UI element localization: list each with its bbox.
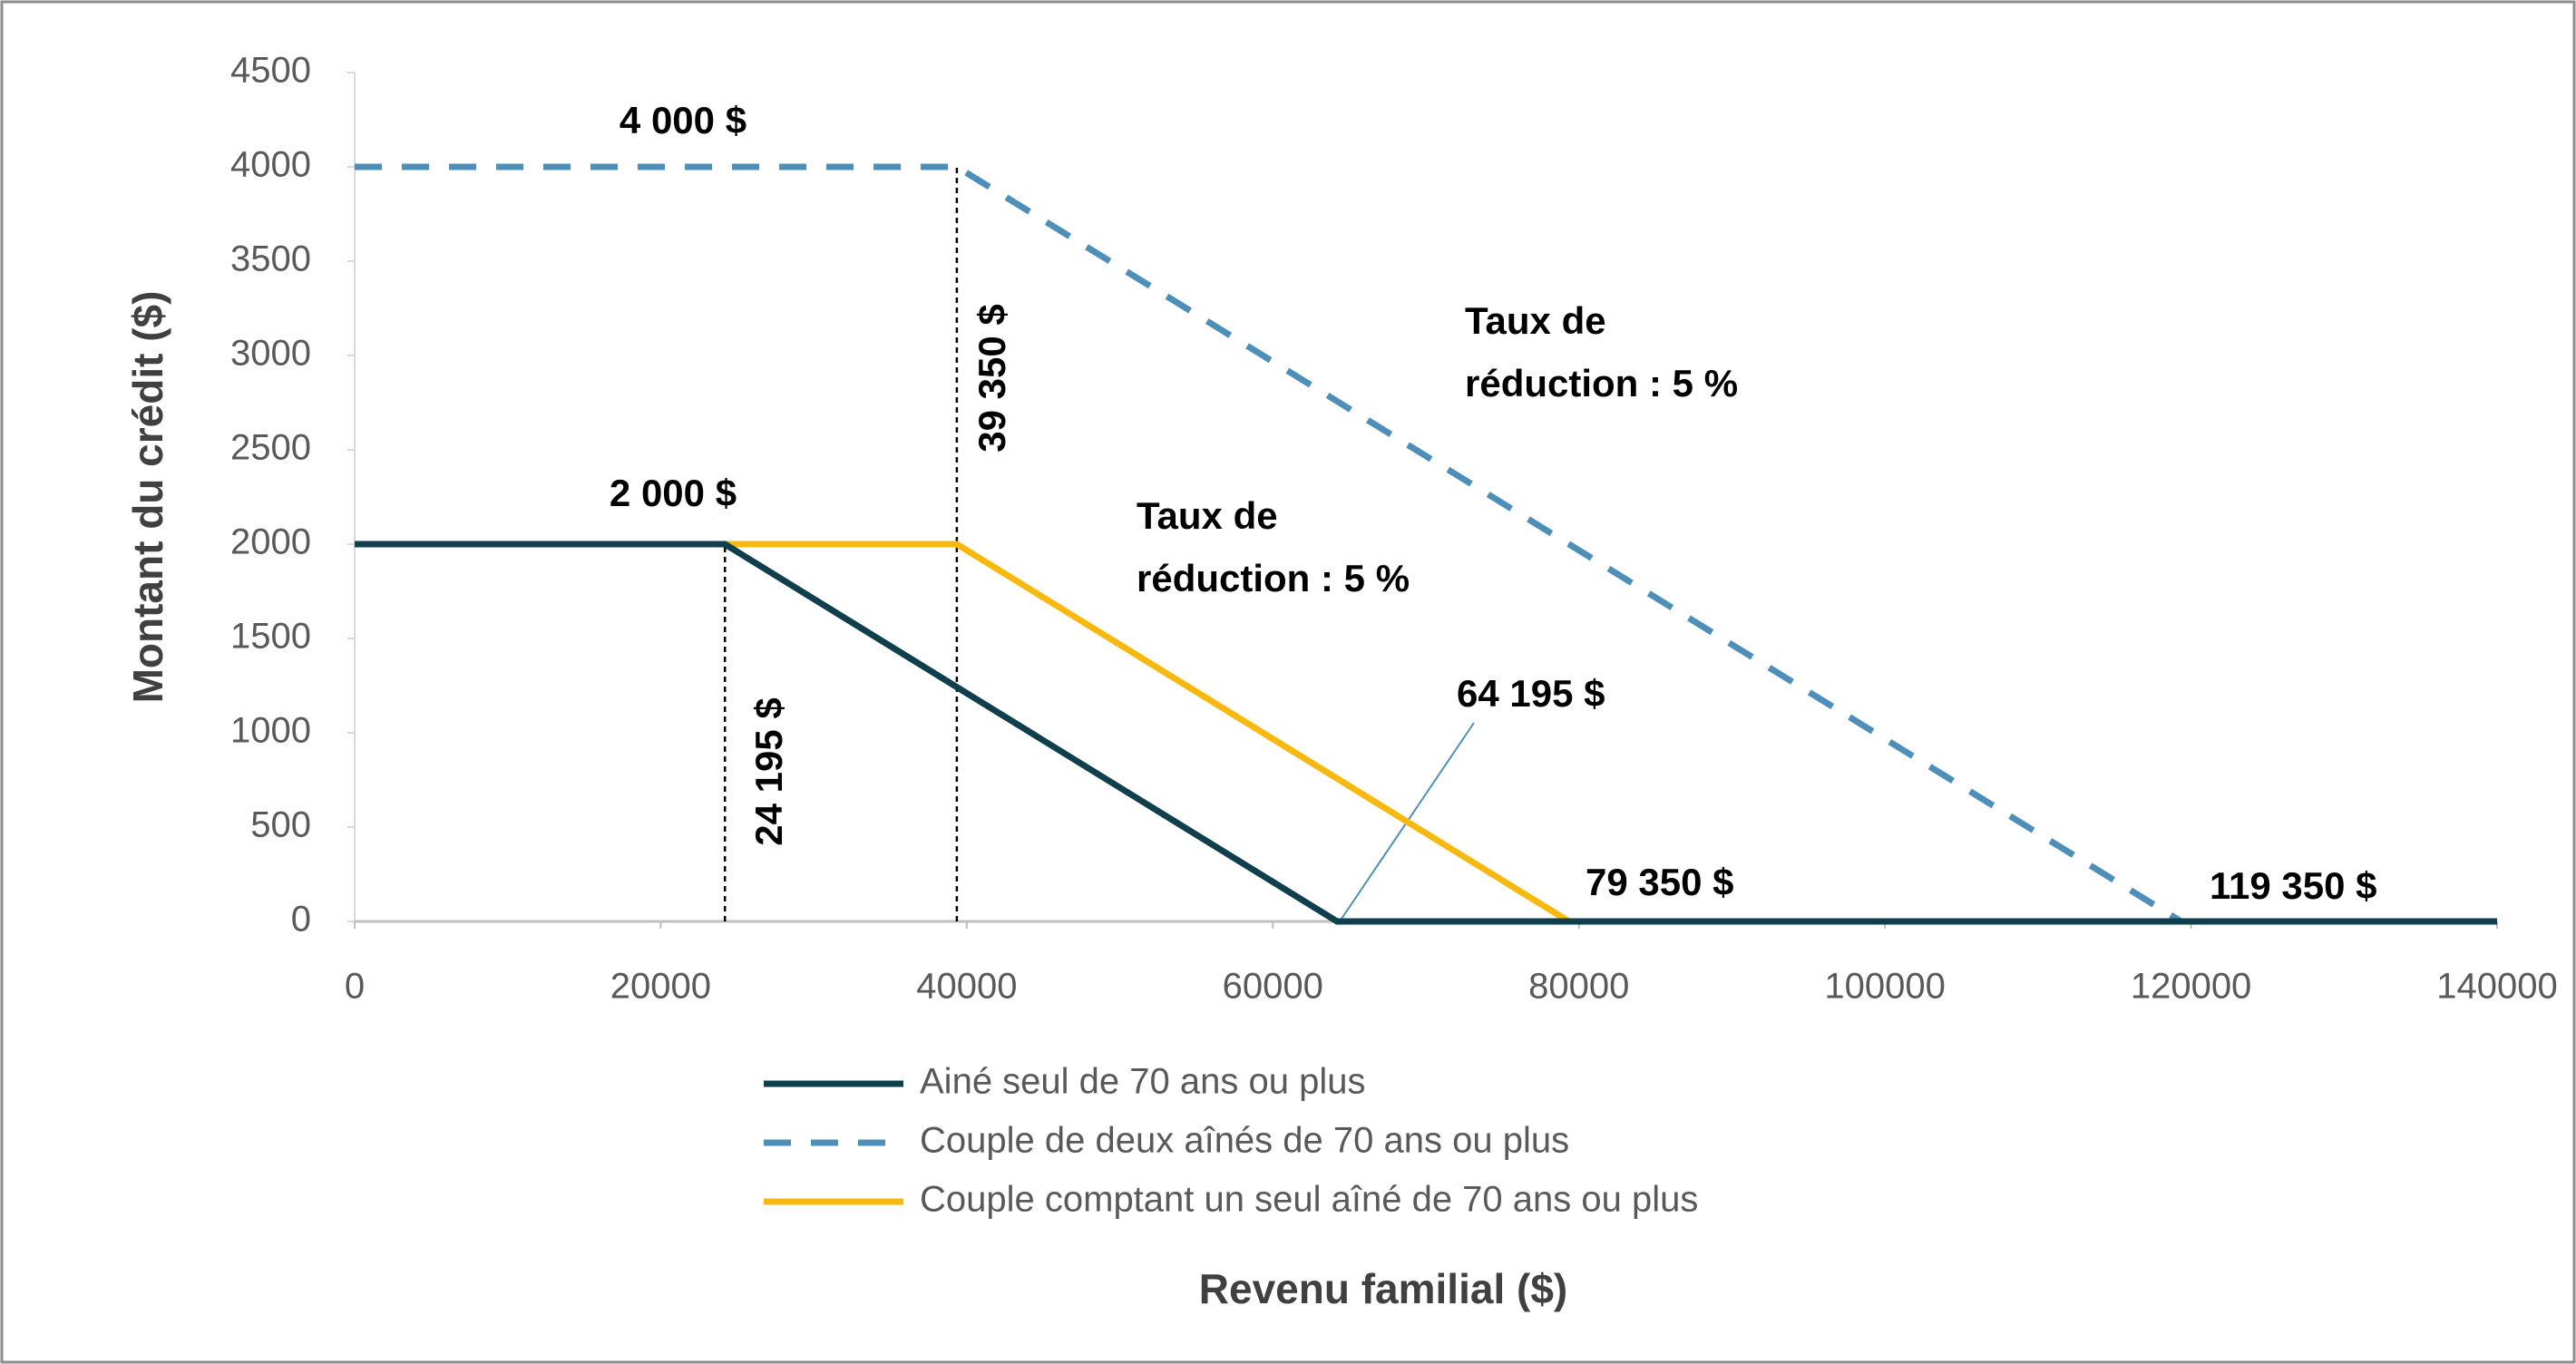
x-tick-label: 100000	[1824, 967, 1945, 1007]
annotation: 4 000 $	[620, 99, 746, 141]
annotation: réduction : 5 %	[1137, 557, 1410, 599]
x-tick-label: 120000	[2131, 967, 2251, 1007]
y-tick-label: 4000	[230, 145, 311, 185]
annotation: 2 000 $	[610, 472, 737, 514]
annotation: 39 350 $	[971, 304, 1013, 453]
y-tick-label: 500	[250, 805, 311, 845]
annotation: 79 350 $	[1586, 861, 1734, 903]
legend-label: Couple comptant un seul aîné de 70 ans o…	[920, 1180, 1698, 1220]
legend-label: Couple de deux aînés de 70 ans ou plus	[920, 1121, 1569, 1161]
y-axis-title: Montant du crédit ($)	[124, 291, 171, 704]
y-tick-label: 4500	[230, 51, 311, 91]
legend-label: Ainé seul de 70 ans ou plus	[920, 1062, 1365, 1102]
x-tick-label: 60000	[1223, 967, 1323, 1007]
x-tick-label: 140000	[2436, 967, 2557, 1007]
annotation: réduction : 5 %	[1465, 362, 1738, 404]
x-tick-label: 20000	[610, 967, 711, 1007]
annotation: Taux de	[1137, 494, 1278, 537]
annotation: 24 195 $	[747, 697, 790, 846]
x-tick-label: 80000	[1528, 967, 1629, 1007]
y-tick-label: 2000	[230, 522, 311, 562]
series-line	[355, 541, 2497, 925]
x-axis-title: Revenu familial ($)	[1199, 1265, 1567, 1312]
x-tick-label: 0	[345, 967, 365, 1007]
y-tick-label: 3000	[230, 334, 311, 374]
y-tick-label: 0	[291, 900, 311, 940]
series-line	[355, 163, 2497, 925]
annotation: Taux de	[1465, 299, 1606, 342]
x-tick-label: 40000	[916, 967, 1017, 1007]
y-tick-label: 1000	[230, 711, 311, 751]
annotation: 119 350 $	[2210, 864, 2377, 907]
y-tick-label: 3500	[230, 239, 311, 279]
annotation: 64 195 $	[1457, 672, 1605, 715]
y-tick-label: 1500	[230, 617, 311, 657]
y-tick-label: 2500	[230, 428, 311, 468]
